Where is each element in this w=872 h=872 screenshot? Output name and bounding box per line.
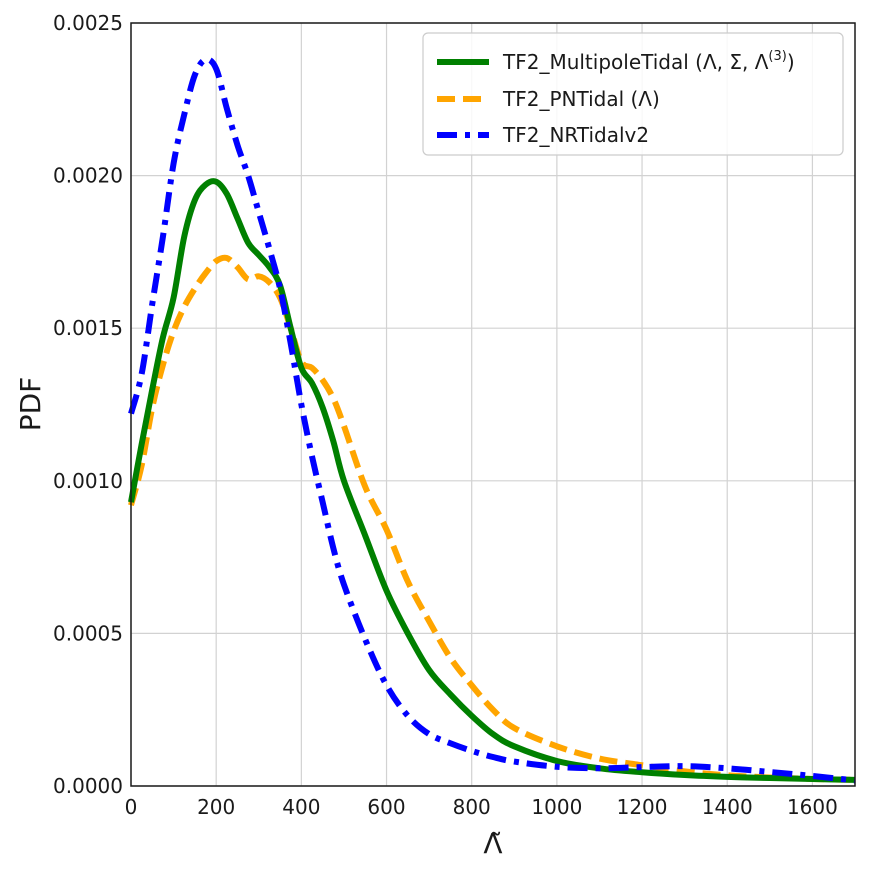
x-axis-label: Λ̃	[483, 827, 502, 860]
y-tick-label: 0.0000	[53, 774, 123, 798]
legend-label-nrtidalv2: TF2_NRTidalv2	[502, 123, 649, 147]
x-tick-label: 600	[367, 795, 405, 819]
plot-frame	[130, 22, 856, 787]
y-axis-label: PDF	[14, 377, 47, 432]
x-tick-label: 200	[197, 795, 235, 819]
x-tick-label: 1200	[617, 795, 668, 819]
x-tick-label: 800	[453, 795, 491, 819]
x-tick-labels: 0 200 400 600 800 1000 1200 1400 1600	[125, 795, 838, 819]
y-tick-labels: 0.0000 0.0005 0.0010 0.0015 0.0020 0.0025	[53, 11, 123, 798]
legend-box	[422, 32, 844, 156]
x-tick-label: 1600	[787, 795, 838, 819]
series-line-pn-tidal	[128, 254, 856, 783]
y-tick-label: 0.0020	[53, 164, 123, 188]
y-tick-label: 0.0010	[53, 469, 123, 493]
y-tick-label: 0.0025	[53, 11, 123, 35]
x-tick-label: 1000	[531, 795, 582, 819]
legend-label-multipole: TF2_MultipoleTidal (Λ, Σ, Λ(3))	[502, 49, 795, 74]
x-tick-label: 1400	[702, 795, 753, 819]
legend: TF2_MultipoleTidal (Λ, Σ, Λ(3)) TF2_PNTi…	[422, 32, 844, 156]
series-layer	[128, 56, 856, 784]
x-tick-label: 400	[282, 795, 320, 819]
y-tick-label: 0.0015	[53, 316, 123, 340]
series-line-nr-tidal-v2	[128, 56, 856, 784]
y-tick-label: 0.0005	[53, 621, 123, 645]
legend-label-pntidal: TF2_PNTidal (Λ)	[502, 87, 660, 111]
x-tick-label: 0	[125, 795, 138, 819]
